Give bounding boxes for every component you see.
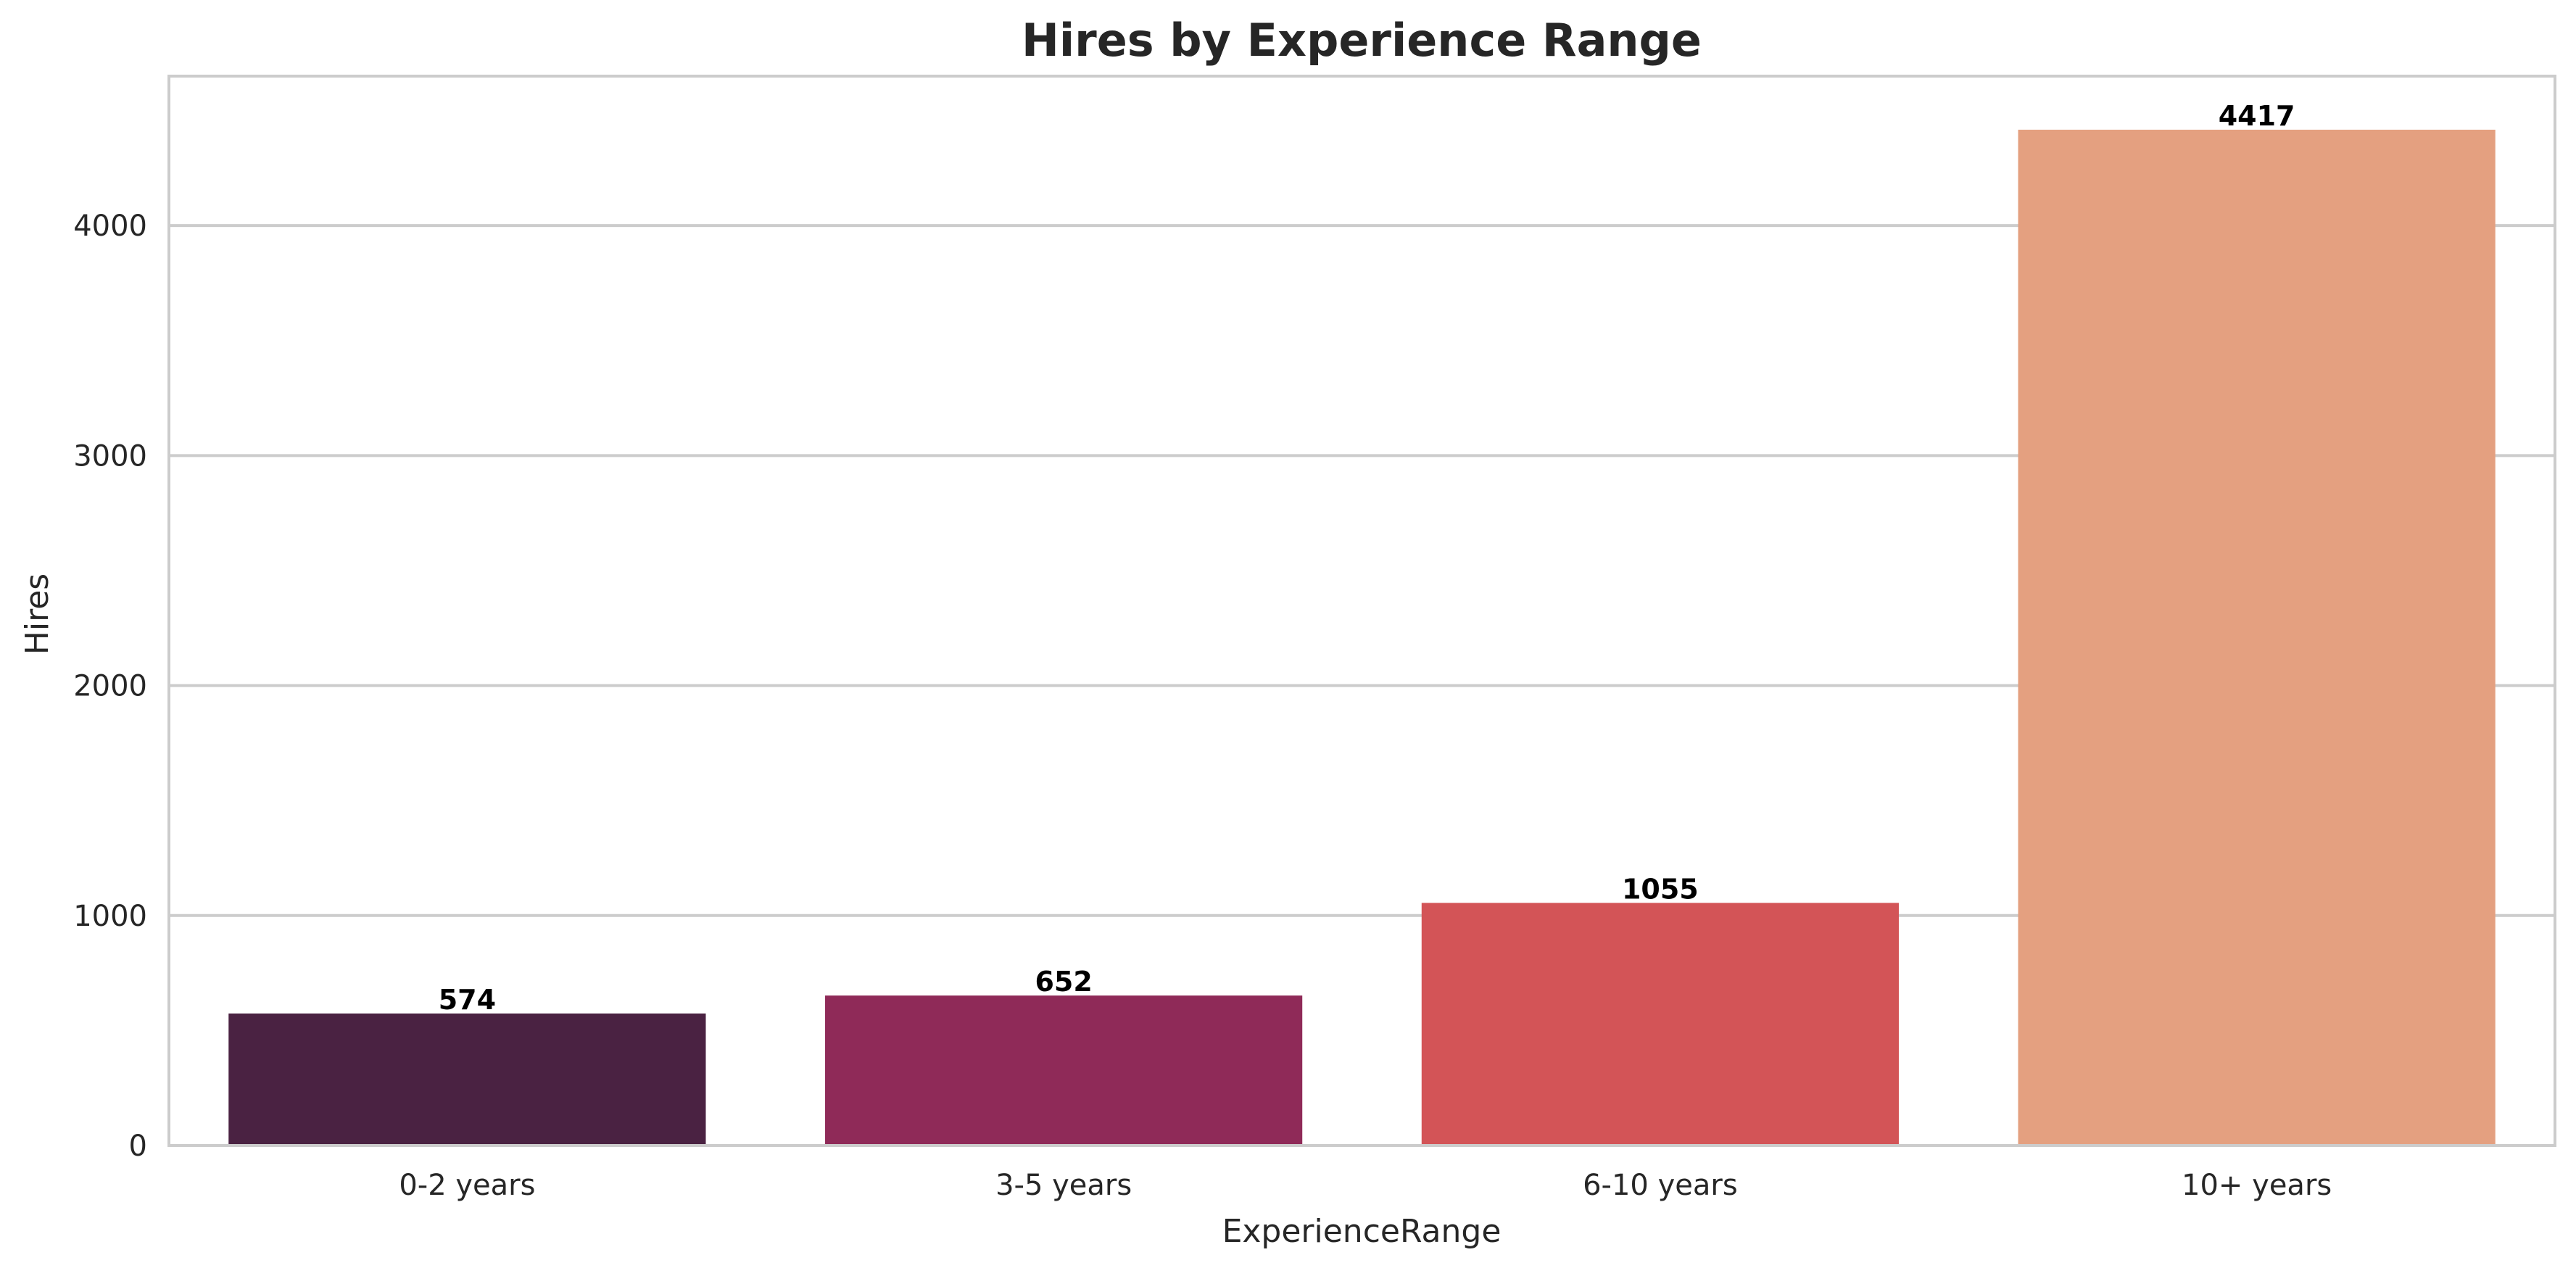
bar	[1421, 903, 1899, 1146]
bars	[228, 129, 2496, 1146]
x-tick-label: 6-10 years	[1583, 1169, 1738, 1202]
x-axis-label: ExperienceRange	[1222, 1213, 1502, 1250]
x-tick-label: 0-2 years	[399, 1169, 535, 1202]
y-tick-label: 2000	[73, 670, 147, 703]
x-tick-label: 10+ years	[2182, 1169, 2332, 1202]
chart-title: Hires by Experience Range	[1022, 14, 1702, 67]
data-label: 652	[1035, 966, 1092, 998]
y-axis-ticks: 0 1000 2000 3000 4000	[73, 210, 147, 1163]
x-axis-ticks: 0-2 years 3-5 years 6-10 years 10+ years	[399, 1169, 2332, 1202]
y-tick-label: 0	[129, 1130, 147, 1163]
data-label: 574	[439, 984, 496, 1016]
data-label: 4417	[2219, 100, 2295, 132]
data-label: 1055	[1622, 873, 1699, 905]
y-tick-label: 1000	[73, 900, 147, 933]
x-tick-label: 3-5 years	[995, 1169, 1132, 1202]
plot-frame	[167, 75, 2556, 1147]
y-tick-label: 3000	[73, 439, 147, 473]
bar	[228, 1013, 706, 1146]
y-axis-label: Hires	[19, 573, 56, 655]
y-tick-label: 4000	[73, 210, 147, 243]
data-labels: 574 652 1055 4417	[439, 100, 2295, 1016]
bar	[2018, 129, 2496, 1146]
bar	[825, 995, 1303, 1146]
